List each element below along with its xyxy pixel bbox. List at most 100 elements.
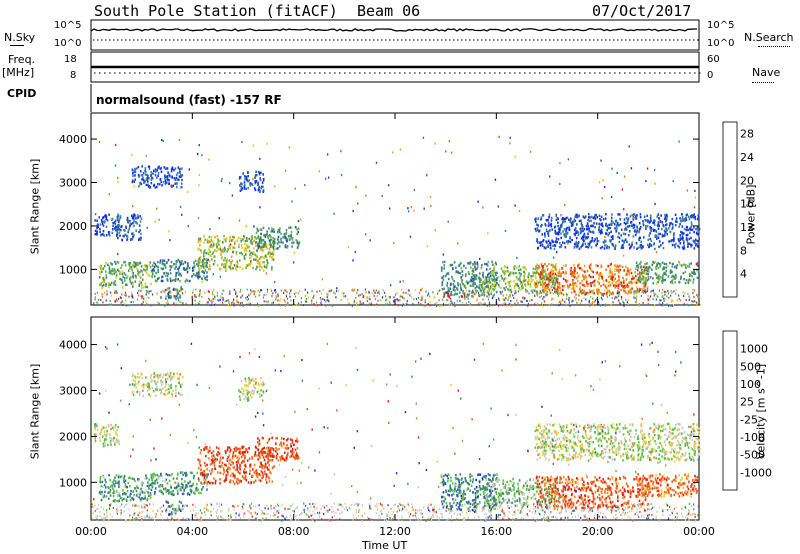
velocity-colorbar-tick: -100	[740, 431, 765, 444]
panel-1-sparse-echo	[150, 459, 152, 462]
power-colorbar-tick: 20	[740, 174, 754, 187]
panel-1-sparse-echo	[155, 458, 157, 461]
power-colorbar-tick: 16	[740, 198, 754, 211]
panel-1-sparse-echo	[132, 498, 135, 501]
panel-0-sparse-echo	[133, 185, 135, 188]
panel-1-sparse-echo	[280, 369, 282, 373]
panel-0-sparse-echo	[509, 136, 511, 139]
panel-1-sparse-echo	[326, 342, 329, 345]
panel-1-sparse-echo	[204, 442, 206, 445]
panel-1-sparse-echo	[441, 473, 443, 476]
panel-0-sparse-echo	[577, 266, 579, 269]
panel-0-sparse-echo	[399, 148, 402, 151]
panel-1-sparse-echo	[318, 387, 320, 390]
panel-1-sparse-echo	[478, 458, 481, 461]
panel-1-sparse-echo	[281, 484, 284, 487]
panel-0-sparse-echo	[410, 206, 413, 209]
cpid-text: normalsound (fast) -157 RF	[96, 93, 282, 107]
panel-0-sparse-echo	[198, 184, 200, 187]
panel-1-ytick-label: 2000	[59, 430, 87, 443]
panel-1-sparse-echo	[541, 405, 543, 408]
panel-0-sparse-echo	[274, 280, 276, 284]
power-colorbar-tick: 4	[740, 268, 747, 281]
power-colorbar-tick: 8	[740, 244, 747, 257]
panel-1-sparse-echo	[471, 418, 473, 421]
panel-1-sparse-echo	[659, 460, 661, 463]
panel-1-sparse-echo	[644, 373, 647, 376]
panel-0-sparse-echo	[218, 217, 220, 220]
panel-0-sparse-echo	[527, 281, 529, 284]
panel-0-echo-patch	[635, 260, 701, 285]
panel-0-echo-patch	[255, 226, 301, 250]
sky-noise-line	[90, 28, 697, 32]
panel-1-sparse-echo	[420, 357, 422, 360]
panel-0-sparse-echo	[477, 200, 479, 203]
panel-1-sparse-echo	[436, 460, 438, 463]
panel-0-sparse-echo	[352, 259, 354, 262]
panel-0-sparse-echo	[197, 152, 199, 156]
panel-0-ytick-label: 1000	[59, 263, 87, 276]
panel-0-sparse-echo	[448, 140, 450, 143]
xtick-label: 08:00	[278, 525, 310, 538]
panel-1-sparse-echo	[330, 381, 332, 384]
panel-1-sparse-echo	[161, 417, 163, 420]
panel-1-sparse-echo	[417, 436, 420, 439]
panel-0-sparse-echo	[108, 193, 111, 196]
panel-0-sparse-echo	[559, 162, 561, 165]
panel-0-sparse-echo	[123, 229, 125, 232]
panel-1-ytick-label: 3000	[59, 384, 87, 397]
panel-1-sparse-echo	[418, 462, 420, 465]
panel-0-sparse-echo	[98, 140, 101, 143]
panel-0-sparse-echo	[117, 180, 119, 183]
panel-1-sparse-echo	[132, 448, 134, 451]
panel-1-sparse-echo	[284, 475, 287, 478]
panel-0-sparse-echo	[603, 185, 606, 189]
panel-1-sparse-echo	[657, 461, 659, 464]
panel-0-sparse-echo	[529, 150, 532, 153]
panel-1-sparse-echo	[318, 451, 321, 454]
panel-1-sparse-echo	[298, 469, 301, 472]
panel-0-sparse-echo	[340, 150, 342, 153]
freq-unit-label: [MHz]	[2, 66, 35, 79]
panel-1-sparse-echo	[356, 368, 359, 371]
panel-1-sparse-echo	[501, 369, 503, 372]
panel-0-sparse-echo	[499, 279, 501, 283]
panel-0-sparse-echo	[516, 256, 518, 259]
panel-0-sparse-echo	[548, 263, 550, 266]
panel-1-sparse-echo	[136, 485, 138, 488]
panel-1-sparse-echo	[575, 489, 577, 493]
panel-1-sparse-echo	[657, 363, 660, 367]
panel-0-sparse-echo	[407, 207, 409, 210]
xtick-label: 00:00	[75, 525, 107, 538]
panel-0-sparse-echo	[387, 184, 390, 187]
panel-0-sparse-echo	[131, 205, 134, 208]
panel-1-sparse-echo	[128, 403, 130, 406]
panel-1-sparse-echo	[583, 426, 585, 429]
panel-1-sparse-echo	[270, 432, 272, 435]
panel-0-sparse-echo	[265, 272, 268, 275]
panel-0-sparse-echo	[186, 190, 189, 194]
panel-0-sparse-echo	[694, 196, 697, 199]
panel-0-sparse-echo	[171, 185, 173, 189]
panel-0-sparse-echo	[426, 245, 428, 248]
panel-0-sparse-echo	[161, 138, 163, 142]
panel-1-sparse-echo	[558, 348, 561, 352]
noise-panel-frame	[90, 19, 700, 51]
panel-1-sparse-echo	[601, 500, 603, 503]
panel-1-sparse-echo	[292, 468, 294, 471]
panel-0-sparse-echo	[336, 287, 338, 290]
panel-1-sparse-echo	[488, 445, 490, 448]
panel-1-sparse-echo	[429, 352, 431, 355]
panel-0-sparse-echo	[179, 205, 182, 208]
panel-0-sparse-echo	[552, 256, 555, 259]
nave-label: Nave	[752, 66, 781, 79]
velocity-colorbar-tick: -25	[740, 413, 758, 426]
panel-1-sparse-echo	[550, 414, 552, 417]
panel-1-sparse-echo	[169, 433, 171, 436]
panel-0-sparse-echo	[201, 154, 203, 157]
panel-0-sparse-echo	[429, 195, 432, 199]
panel-0-sparse-echo	[126, 235, 129, 238]
panel-0-sparse-echo	[145, 177, 147, 180]
panel-0-sparse-echo	[158, 218, 160, 221]
panel-1-sparse-echo	[295, 449, 298, 452]
